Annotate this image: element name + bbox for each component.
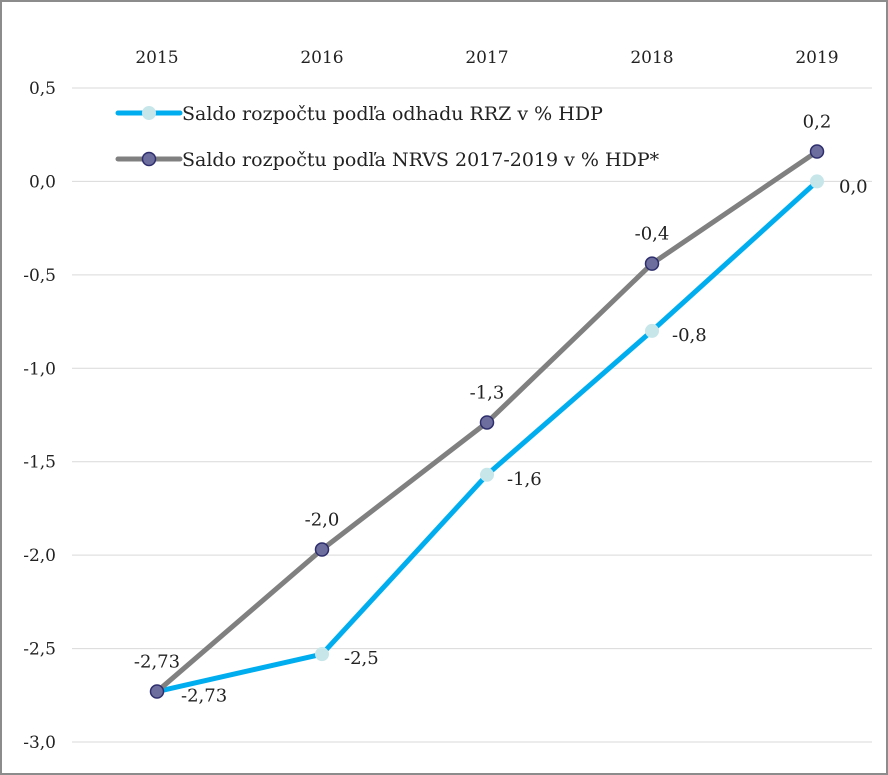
series-1-point xyxy=(809,144,825,159)
y-tick-label: -2,0 xyxy=(23,546,56,566)
legend-swatch-marker-1 xyxy=(141,151,157,167)
y-tick-label: -3,0 xyxy=(23,733,56,753)
series-0-point xyxy=(645,323,659,338)
y-tick-label: -1,5 xyxy=(23,453,56,473)
series-0-point xyxy=(810,174,824,189)
series-1-data-label: -2,0 xyxy=(305,510,340,531)
series-1-point xyxy=(149,684,165,699)
data-labels: -2,73 -2,5 -1,6 -0,8 0,0 -2,73 -2,0 -1,3 -0,4 0,2 xyxy=(134,112,868,707)
series-0-data-label: -2,73 xyxy=(181,686,227,707)
x-tick-label: 2016 xyxy=(300,48,343,68)
series-1-data-label: 0,2 xyxy=(803,112,832,133)
y-tick-label: 0,5 xyxy=(29,79,56,99)
legend: Saldo rozpočtu podľa odhadu RRZ v % HDP S… xyxy=(115,103,660,171)
series-0-point xyxy=(315,647,329,662)
gridlines xyxy=(72,87,872,743)
series-line-0 xyxy=(154,178,820,695)
y-tick-label: 0,0 xyxy=(29,172,56,192)
series-0-data-label: -1,6 xyxy=(507,469,542,490)
x-tick-label: 2017 xyxy=(465,48,508,68)
y-axis-ticks: 0,5 0,0 -0,5 -1,0 -1,5 -2,0 -2,5 -3,0 xyxy=(23,79,56,753)
series-1-point xyxy=(314,542,330,557)
series-1-point xyxy=(644,256,660,271)
series-0-point xyxy=(480,467,494,482)
x-tick-label: 2018 xyxy=(630,48,673,68)
series-0-data-label: -2,5 xyxy=(344,648,379,669)
series-layer xyxy=(149,144,825,699)
series-1-data-label: -1,3 xyxy=(470,382,505,403)
legend-entry-1: Saldo rozpočtu podľa NRVS 2017-2019 v % … xyxy=(182,149,660,171)
y-tick-label: -2,5 xyxy=(23,640,56,660)
y-tick-label: -0,5 xyxy=(23,266,56,286)
x-tick-label: 2019 xyxy=(795,48,838,68)
series-1-data-label: -2,73 xyxy=(134,652,180,673)
y-tick-label: -1,0 xyxy=(23,359,56,379)
series-0-data-label: 0,0 xyxy=(839,176,868,197)
series-0-data-label: -0,8 xyxy=(672,325,707,346)
series-1-point xyxy=(479,415,495,430)
legend-swatch-marker-0 xyxy=(142,106,156,120)
series-1-data-label: -0,4 xyxy=(635,224,670,245)
x-tick-label: 2015 xyxy=(135,48,178,68)
legend-entry-0: Saldo rozpočtu podľa odhadu RRZ v % HDP xyxy=(182,103,603,125)
x-axis-ticks: 2015 2016 2017 2018 2019 xyxy=(135,48,838,68)
